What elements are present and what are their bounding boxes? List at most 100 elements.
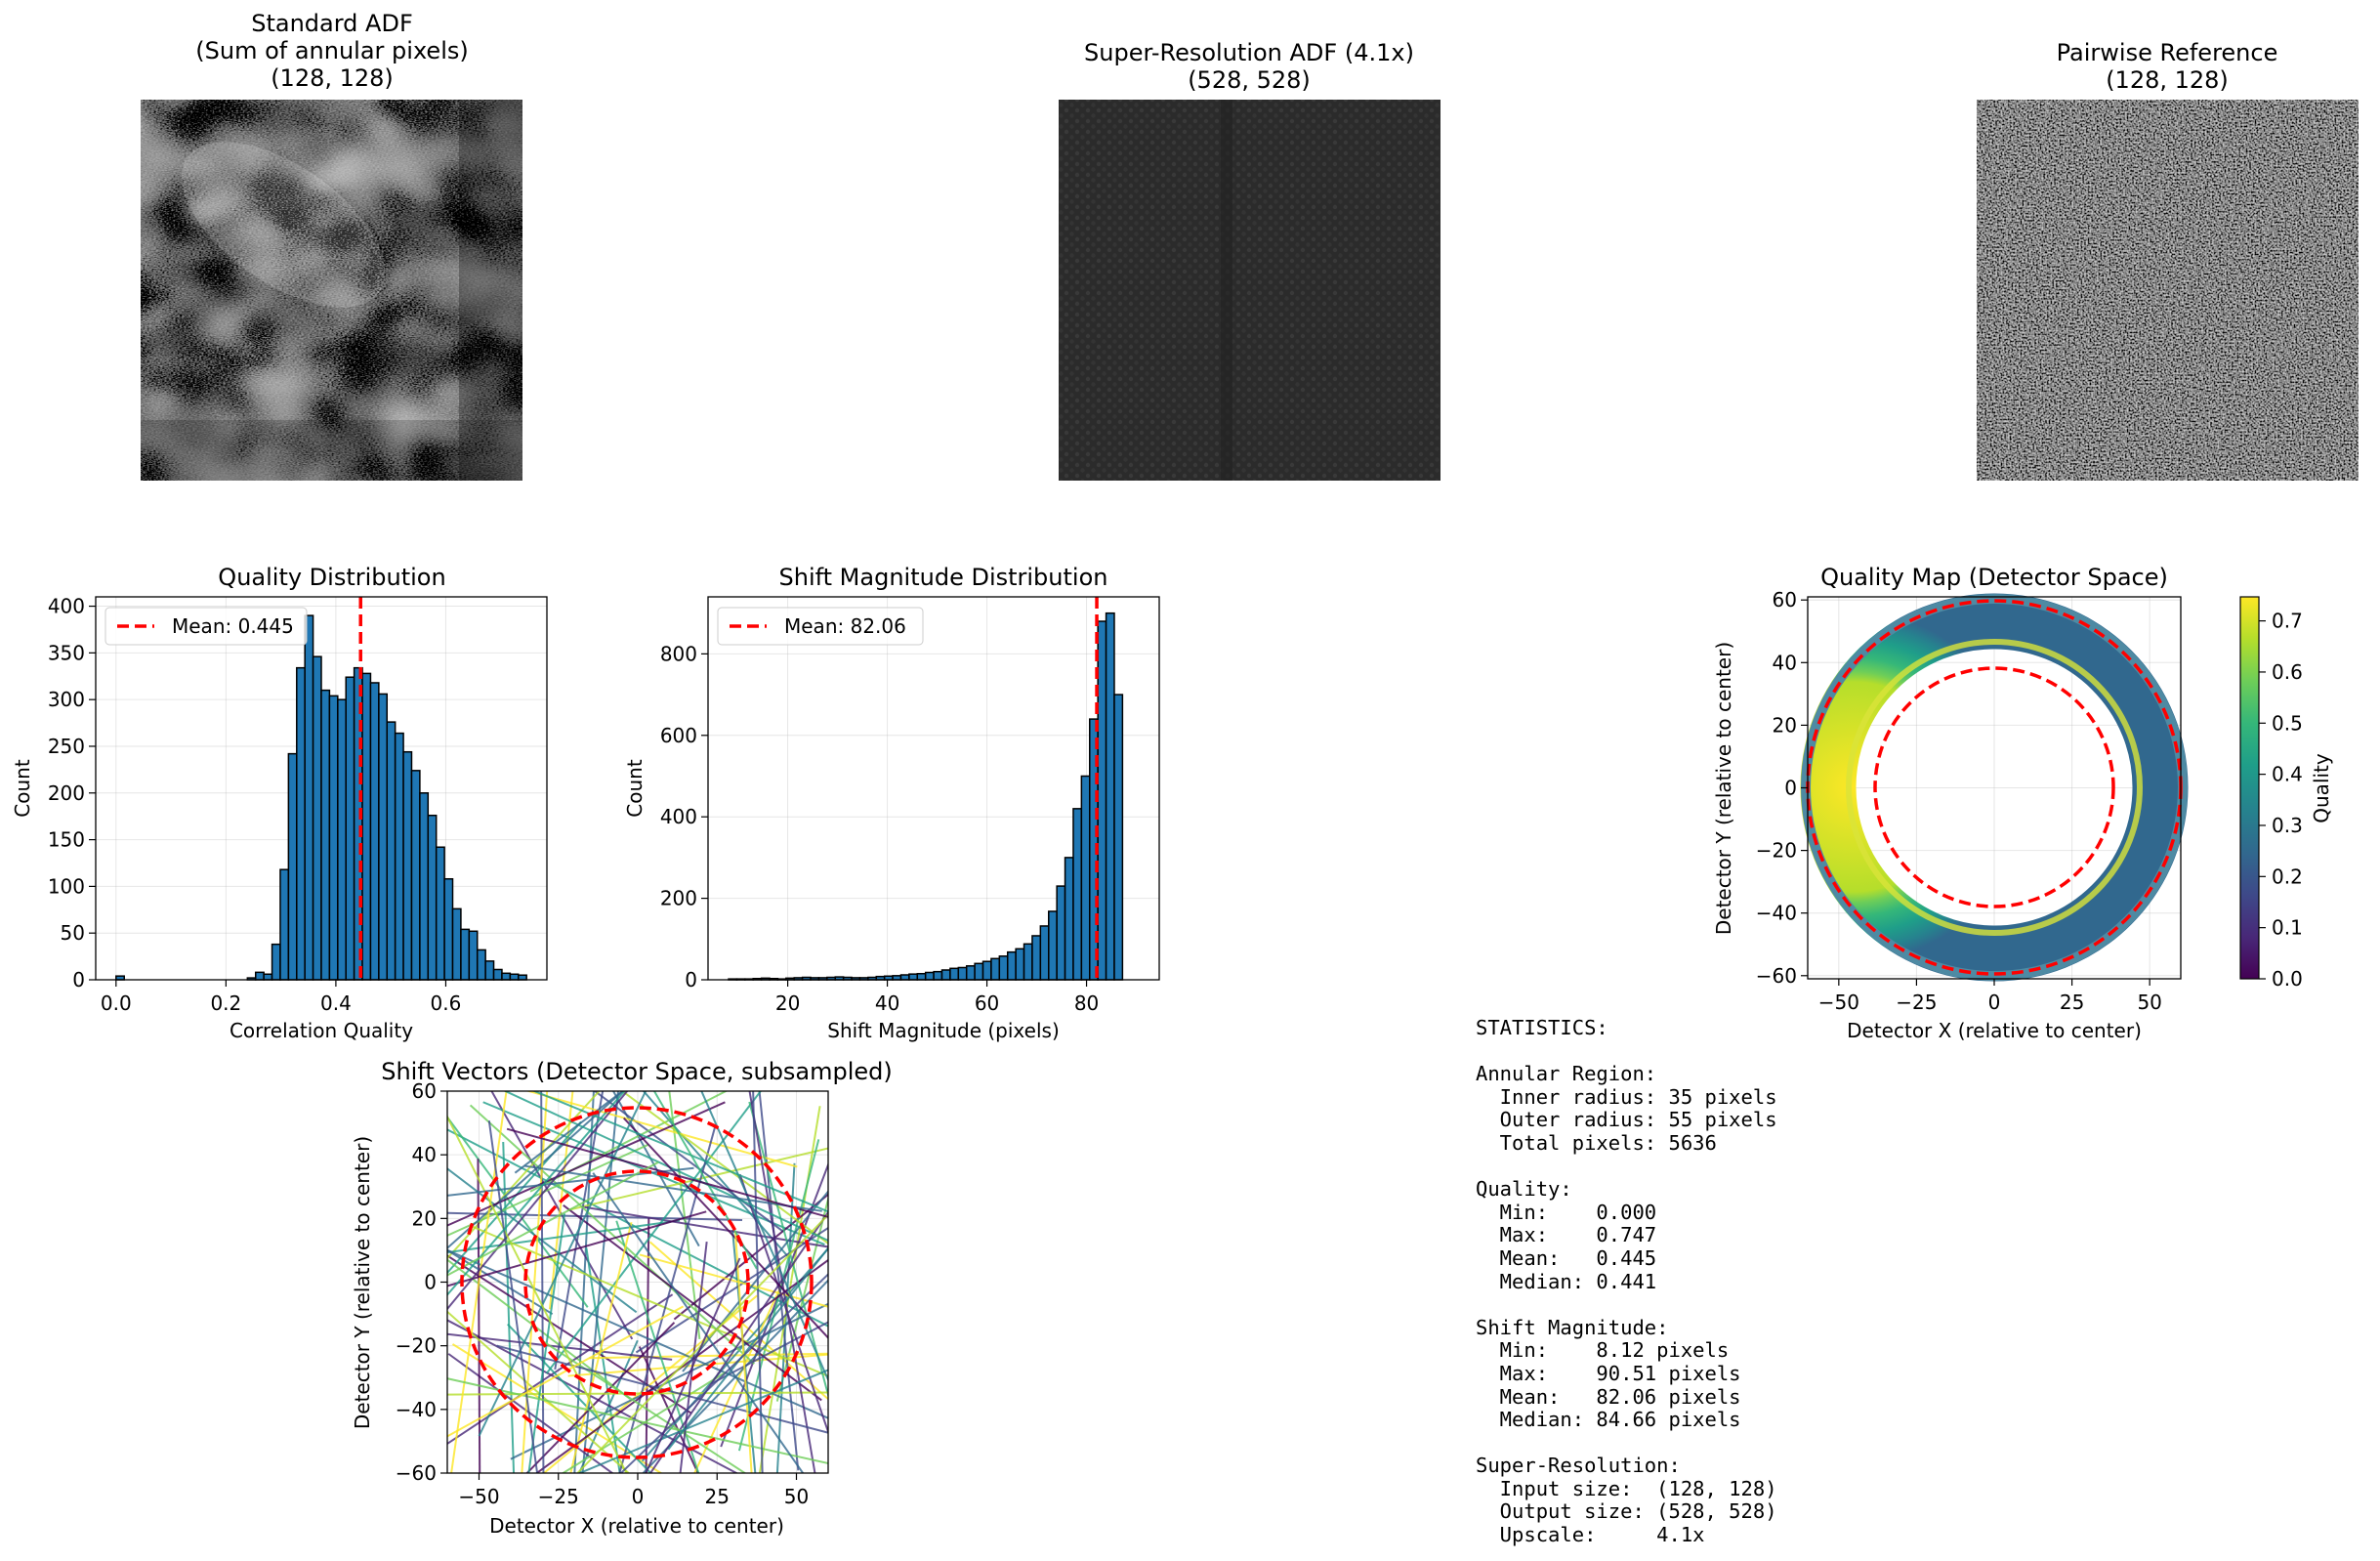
shift-vector — [447, 1091, 601, 1260]
shift-vectors-xtick: 25 — [705, 1485, 730, 1508]
shift-vector — [450, 1091, 508, 1473]
quality-map-chart: Quality Map (Detector Space) −60 −40 −20 0 2… — [1712, 564, 2333, 1042]
shift-xlabel: Shift Magnitude (pixels) — [827, 1019, 1060, 1042]
shift-vector — [611, 1091, 700, 1247]
quality-bar — [312, 655, 322, 981]
shift-bar — [1080, 775, 1091, 981]
shift-bar — [916, 972, 927, 981]
quality-map-ytick: 20 — [1773, 713, 1797, 737]
shift-bar — [974, 962, 984, 981]
colorbar-tick: 0.3 — [2272, 814, 2303, 837]
shift-vector — [585, 1247, 621, 1473]
quality-bar — [509, 973, 520, 981]
shift-magnitude-title: Shift Magnitude Distribution — [779, 564, 1108, 591]
colorbar-label: Quality — [2310, 753, 2333, 823]
shift-xtick: 60 — [975, 991, 999, 1015]
shift-ytick: 800 — [660, 642, 697, 665]
quality-map-ytick: −60 — [1756, 964, 1797, 988]
shift-bar — [1031, 935, 1042, 981]
shift-bar — [899, 974, 910, 981]
shift-vectors-outer-circle — [460, 1106, 814, 1459]
quality-bar — [443, 877, 454, 981]
quality-ytick: 150 — [48, 828, 85, 852]
quality-bar — [369, 682, 380, 981]
standard-adf-title: Standard ADF (Sum of annular pixels) (128,… — [195, 10, 468, 92]
shift-vector — [447, 1101, 726, 1227]
quality-ytick: 250 — [48, 735, 85, 758]
quality-colorbar: 0.0 0.1 0.2 0.3 0.4 0.5 0.6 0.7 Quality — [2239, 596, 2333, 991]
shift-vector — [561, 1371, 727, 1473]
shift-vector — [618, 1124, 717, 1473]
shift-xtick: 20 — [775, 991, 800, 1015]
quality-xtick: 0.6 — [431, 991, 462, 1015]
shift-vector — [447, 1167, 638, 1314]
shift-bar — [1015, 948, 1025, 981]
quality-map-xtick: 0 — [1988, 991, 2001, 1014]
shift-vector — [524, 1091, 798, 1168]
shift-vectors-xtick: 0 — [632, 1485, 645, 1508]
quality-bar — [328, 695, 339, 981]
shift-vectors-ytick: −20 — [396, 1334, 437, 1358]
quality-map-ytick: −40 — [1756, 902, 1797, 925]
shift-vectors-xtick: −50 — [458, 1485, 499, 1508]
shift-vector — [711, 1321, 828, 1385]
quality-map-title: Quality Map (Detector Space) — [1820, 564, 2168, 591]
quality-bar — [287, 752, 298, 981]
shift-vector — [682, 1190, 828, 1372]
shift-vector — [577, 1369, 828, 1473]
shift-vector — [720, 1161, 828, 1448]
shift-xtick: 80 — [1074, 991, 1099, 1015]
shift-vector — [575, 1213, 828, 1473]
quality-bar — [492, 968, 503, 981]
shift-bar — [965, 965, 976, 981]
quality-ytick: 0 — [72, 968, 85, 991]
shift-vectors-xtick: −25 — [538, 1485, 579, 1508]
quality-map-ytick: 0 — [1784, 777, 1797, 800]
quality-bar — [518, 974, 527, 981]
shift-ytick: 0 — [685, 968, 697, 991]
quality-ytick: 400 — [48, 595, 85, 618]
shift-vector — [521, 1091, 549, 1473]
shift-vector — [638, 1346, 699, 1473]
shift-legend: Mean: 82.06 — [717, 607, 924, 646]
shift-vector — [693, 1268, 790, 1473]
shift-vectors-ytick: 60 — [412, 1079, 437, 1103]
shift-vector — [738, 1173, 828, 1435]
quality-bar — [345, 676, 355, 981]
shift-bar — [1072, 808, 1083, 981]
quality-map-xtick: −50 — [1818, 991, 1859, 1014]
shift-bar — [998, 955, 1009, 981]
shift-vector — [534, 1258, 828, 1473]
shift-vector — [748, 1091, 816, 1473]
quality-ytick: 300 — [48, 688, 85, 711]
quality-ytick: 200 — [48, 781, 85, 805]
shift-vector — [529, 1091, 729, 1193]
quality-bar — [386, 721, 397, 981]
quality-bar — [320, 689, 331, 981]
shift-bar — [981, 960, 992, 981]
colorbar-tick: 0.4 — [2272, 763, 2303, 786]
shift-vector — [447, 1332, 673, 1361]
quality-map-xtick: 25 — [2060, 991, 2084, 1014]
shift-bar — [924, 971, 935, 981]
shift-vector — [673, 1193, 828, 1321]
shift-ytick: 200 — [660, 887, 697, 910]
quality-map-xlabel: Detector X (relative to center) — [1847, 1019, 2142, 1042]
shift-vector — [667, 1246, 828, 1451]
quality-bar — [361, 672, 372, 981]
shift-vectors-inner-circle — [523, 1169, 750, 1396]
quality-bar — [410, 770, 421, 981]
quality-ytick: 350 — [48, 641, 85, 664]
shift-vector — [447, 1160, 659, 1277]
quality-map-ytick: −20 — [1756, 839, 1797, 863]
shift-vector — [527, 1213, 566, 1473]
shift-vector — [615, 1220, 700, 1473]
shift-vector — [639, 1253, 828, 1308]
shift-vector — [648, 1241, 828, 1401]
shift-vector — [447, 1091, 626, 1297]
shift-ytick: 400 — [660, 805, 697, 828]
shift-vector — [447, 1310, 631, 1473]
shift-vectors-ytick: −60 — [396, 1461, 437, 1485]
shift-bar — [957, 966, 968, 981]
shift-vector — [447, 1248, 828, 1419]
